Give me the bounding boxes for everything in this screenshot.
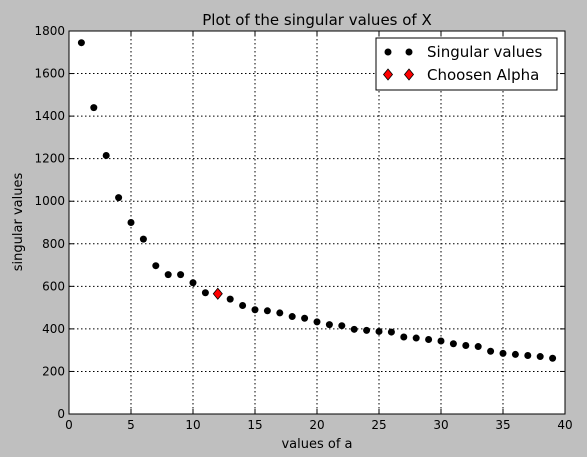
- x-tick-label: 0: [65, 418, 73, 432]
- x-tick-label: 25: [371, 418, 386, 432]
- singular-value-point: [338, 322, 346, 330]
- singular-value-point: [511, 350, 519, 358]
- singular-value-point: [177, 271, 185, 279]
- chart-title: Plot of the singular values of X: [202, 11, 432, 29]
- singular-value-point: [437, 337, 445, 345]
- singular-value-point: [263, 307, 271, 315]
- legend-circle-marker: [384, 48, 392, 56]
- singular-value-point: [487, 347, 495, 355]
- y-tick-label: 800: [42, 237, 65, 251]
- plot-area: [69, 31, 565, 414]
- singular-value-point: [425, 336, 433, 344]
- singular-value-point: [462, 341, 470, 349]
- x-tick-label: 40: [557, 418, 572, 432]
- singular-value-point: [325, 321, 333, 329]
- singular-value-point: [77, 39, 85, 47]
- singular-value-point: [90, 104, 98, 112]
- singular-value-point: [139, 235, 147, 243]
- legend-diamond-marker: [382, 68, 394, 81]
- singular-value-point: [301, 314, 309, 322]
- singular-value-point: [239, 301, 247, 309]
- legend-label-choosen-alpha: Choosen Alpha: [427, 66, 539, 84]
- singular-value-point: [412, 334, 420, 342]
- singular-value-point: [251, 306, 259, 314]
- data-points: [77, 39, 557, 362]
- y-tick-label: 0: [57, 407, 65, 421]
- legend-diamond-marker: [403, 68, 415, 81]
- y-tick-label: 400: [42, 322, 65, 336]
- x-tick-label: 35: [495, 418, 510, 432]
- singular-value-point: [549, 354, 557, 362]
- y-tick-label: 1400: [34, 109, 65, 123]
- singular-value-point: [276, 309, 284, 317]
- singular-value-point: [164, 271, 172, 279]
- y-tick-label: 600: [42, 279, 65, 293]
- singular-value-point: [524, 351, 532, 359]
- singular-value-point: [127, 219, 135, 226]
- singular-value-point: [152, 262, 160, 270]
- x-tick-label: 10: [185, 418, 200, 432]
- x-tick-label: 20: [309, 418, 324, 432]
- singular-value-point: [387, 328, 395, 336]
- chosen-alpha-point: [212, 287, 223, 300]
- y-tick-label: 1600: [34, 67, 65, 81]
- singular-value-point: [313, 318, 321, 326]
- y-axis-label: singular values: [11, 173, 26, 272]
- singular-value-point: [201, 289, 209, 297]
- singular-value-point: [375, 327, 383, 335]
- singular-value-point: [102, 151, 110, 159]
- singular-value-point: [363, 326, 371, 334]
- y-tick-label: 200: [42, 364, 65, 378]
- legend-circle-marker: [405, 48, 413, 56]
- legend: Singular values Choosen Alpha: [375, 37, 558, 91]
- y-tick-label: 1200: [34, 152, 65, 166]
- axis-ticks: 0 5 10 15 20 25 30 35 40020040060080010001200140…: [34, 24, 572, 432]
- singular-value-point: [226, 295, 234, 303]
- singular-value-point: [288, 313, 296, 321]
- y-tick-label: 1800: [34, 24, 65, 38]
- legend-label-singular-values: Singular values: [427, 43, 542, 61]
- singular-value-point: [400, 333, 408, 341]
- legend-box: [375, 37, 558, 91]
- singular-value-point: [189, 279, 197, 287]
- x-tick-label: 5: [127, 418, 135, 432]
- singular-value-point: [536, 353, 544, 361]
- x-axis-label: values of a: [281, 437, 352, 452]
- singular-value-point: [499, 349, 507, 357]
- singular-value-point: [449, 340, 457, 348]
- y-tick-label: 1000: [34, 194, 65, 208]
- x-tick-label: 15: [247, 418, 262, 432]
- singular-value-point: [474, 343, 482, 351]
- singular-value-point: [350, 325, 358, 333]
- x-tick-label: 30: [433, 418, 448, 432]
- singular-value-point: [115, 194, 123, 202]
